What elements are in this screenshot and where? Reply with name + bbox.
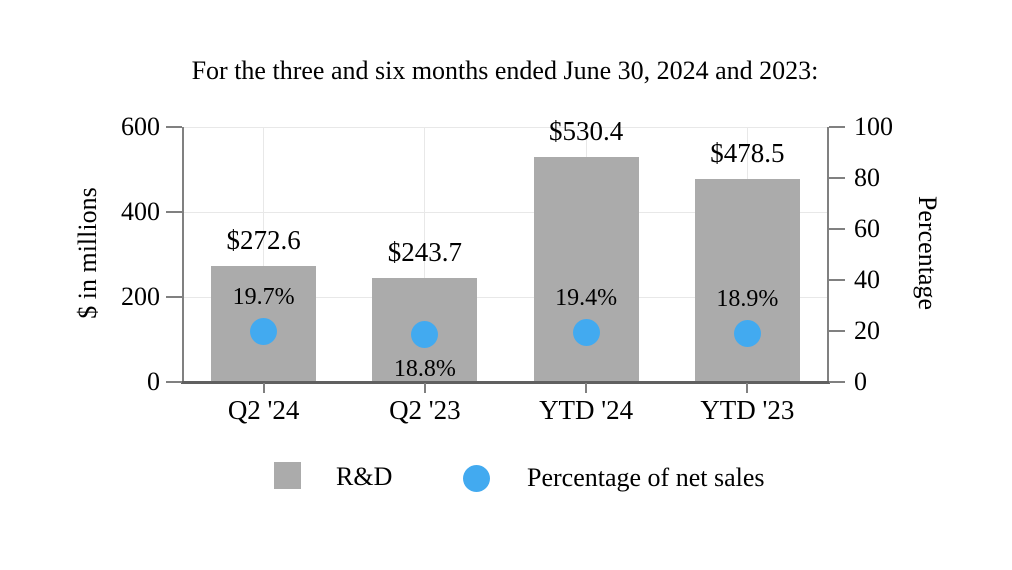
h-gridline bbox=[183, 211, 828, 213]
legend-swatch-rd bbox=[274, 462, 301, 489]
right-tick-label: 60 bbox=[854, 214, 880, 243]
right-tick-mark bbox=[829, 177, 845, 179]
right-tick-label: 0 bbox=[854, 367, 867, 396]
chart-title: For the three and six months ended June … bbox=[191, 56, 819, 85]
right-tick-mark bbox=[829, 330, 845, 332]
bottom-tick-mark bbox=[423, 383, 426, 393]
x-category-label-Q2 '24: Q2 '24 bbox=[227, 395, 300, 425]
v-gridline bbox=[263, 127, 265, 382]
left-tick-mark bbox=[166, 126, 182, 128]
bottom-tick-mark bbox=[585, 383, 588, 393]
x-category-label-YTD '23: YTD '23 bbox=[700, 395, 795, 425]
legend-label-percentage: Percentage of net sales bbox=[527, 463, 765, 492]
bottom-tick-mark bbox=[262, 383, 265, 393]
h-gridline bbox=[183, 126, 828, 128]
right-tick-label: 40 bbox=[854, 265, 880, 294]
x-category-label-Q2 '23: Q2 '23 bbox=[389, 395, 461, 425]
right-tick-label: 100 bbox=[854, 112, 893, 141]
right-axis-line bbox=[827, 127, 829, 384]
right-tick-mark bbox=[829, 126, 845, 128]
legend-swatch-percentage bbox=[463, 465, 490, 492]
right-tick-mark bbox=[829, 228, 845, 230]
percentage-label: 19.7% bbox=[232, 283, 295, 310]
percentage-label: 19.4% bbox=[555, 284, 618, 311]
x-category-label-YTD '24: YTD '24 bbox=[539, 395, 634, 425]
v-gridline bbox=[424, 127, 426, 382]
left-tick-label: 200 bbox=[121, 282, 160, 311]
percentage-dot-Q2 '23 bbox=[411, 320, 439, 348]
right-axis-title: Percentage bbox=[913, 195, 942, 311]
percentage-dot-YTD '23 bbox=[733, 320, 761, 348]
percentage-label: 18.9% bbox=[716, 285, 779, 312]
left-tick-mark bbox=[166, 381, 182, 383]
right-tick-label: 80 bbox=[854, 163, 880, 192]
left-tick-label: 600 bbox=[121, 112, 160, 141]
percentage-dot-YTD '24 bbox=[572, 319, 600, 347]
legend-label-rd: R&D bbox=[336, 462, 393, 491]
plot-area: $272.6 $243.7 $530.4 $478.5 19.7% 18.8% 19.4% 1… bbox=[183, 117, 828, 383]
right-tick-label: 20 bbox=[854, 316, 880, 345]
percentage-dot-Q2 '24 bbox=[250, 318, 278, 346]
bar-value-label: $478.5 bbox=[710, 137, 785, 168]
bar-YTD '24 bbox=[533, 156, 639, 382]
bar-YTD '23 bbox=[694, 178, 800, 382]
left-tick-mark bbox=[166, 296, 182, 298]
bar-value-label: $272.6 bbox=[226, 225, 301, 256]
bottom-tick-mark bbox=[746, 383, 749, 393]
h-gridline bbox=[183, 296, 828, 298]
bottom-axis-line bbox=[181, 381, 830, 384]
bar-value-label: $243.7 bbox=[387, 237, 462, 268]
right-tick-mark bbox=[829, 381, 845, 383]
left-tick-mark bbox=[166, 211, 182, 213]
left-axis-title: $ in millions bbox=[73, 187, 102, 319]
percentage-label: 18.8% bbox=[393, 356, 456, 383]
left-tick-label: 400 bbox=[121, 197, 160, 226]
left-tick-label: 0 bbox=[147, 367, 160, 396]
right-tick-mark bbox=[829, 279, 845, 281]
bar-value-label: $530.4 bbox=[549, 115, 624, 146]
left-axis-line bbox=[182, 127, 184, 384]
